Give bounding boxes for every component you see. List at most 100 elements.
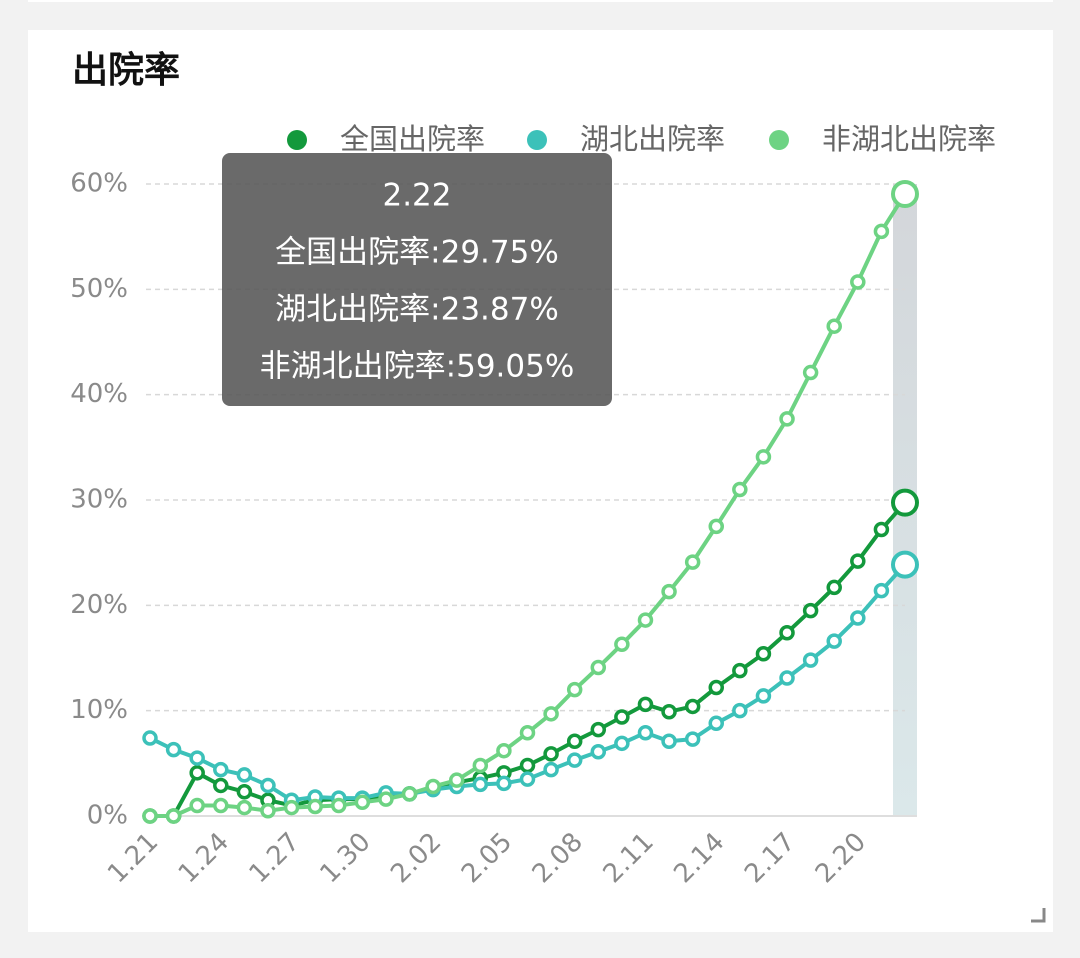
point [637, 725, 654, 741]
point [354, 794, 371, 811]
y-tick-label: 20% [70, 590, 128, 620]
point [755, 449, 772, 465]
point [425, 778, 441, 795]
point [496, 742, 512, 759]
point [236, 767, 253, 783]
y-tick-label: 30% [70, 485, 128, 515]
y-tick-label: 0% [87, 801, 128, 831]
point [802, 652, 819, 668]
point [732, 662, 748, 679]
point [661, 583, 677, 600]
point [637, 696, 654, 713]
tooltip-line: 湖北出院率:23.87% [275, 292, 559, 328]
point [755, 688, 772, 704]
point [684, 698, 701, 715]
point [260, 777, 276, 794]
legend-marker [769, 130, 789, 150]
point [614, 636, 630, 653]
resize-handle [1031, 908, 1046, 923]
point [260, 802, 276, 819]
point [519, 757, 536, 774]
tooltip-line: 全国出院率:29.75% [275, 235, 559, 271]
point [401, 786, 418, 802]
y-tick-label: 10% [70, 695, 128, 725]
point [189, 797, 205, 814]
point [684, 731, 701, 747]
point [566, 681, 583, 698]
point [519, 771, 536, 787]
point [873, 582, 890, 599]
point [213, 777, 229, 794]
point [543, 706, 559, 722]
point [543, 761, 559, 778]
point [590, 721, 607, 738]
point [236, 784, 253, 800]
point [891, 488, 919, 517]
legend-marker [527, 130, 547, 150]
point [732, 481, 748, 498]
point [779, 411, 795, 427]
point [826, 579, 842, 596]
series [142, 180, 919, 824]
legend-marker [287, 130, 307, 150]
point [236, 799, 253, 816]
point [873, 223, 890, 240]
point [165, 741, 182, 758]
chart-title: 出院率 [72, 50, 180, 91]
point [142, 808, 158, 824]
point [891, 180, 919, 209]
point [590, 659, 607, 676]
point [732, 702, 748, 719]
point [213, 797, 229, 814]
legend-label: 湖北出院率 [580, 122, 725, 156]
point [708, 715, 724, 732]
legend-label: 全国出院率 [340, 122, 485, 156]
point [614, 735, 630, 752]
point [448, 772, 465, 788]
point [472, 757, 489, 774]
point [283, 799, 300, 816]
point [779, 624, 795, 641]
point [543, 746, 559, 762]
point [873, 521, 890, 538]
point [637, 612, 654, 628]
point [708, 518, 724, 535]
point [566, 733, 583, 749]
legend-label: 非湖北出院率 [822, 122, 996, 156]
tooltip-title: 2.22 [382, 178, 451, 214]
point [519, 725, 536, 741]
point [472, 776, 489, 793]
point [891, 550, 919, 579]
point [779, 670, 795, 686]
tooltip-box [222, 153, 612, 406]
point [684, 554, 701, 570]
point [165, 808, 182, 824]
point [189, 750, 205, 766]
card-edge [28, 0, 1053, 2]
y-tick-label: 40% [70, 379, 128, 409]
point [307, 798, 323, 815]
point [850, 610, 866, 626]
point [614, 709, 630, 725]
y-tick-label: 60% [70, 169, 128, 199]
point [826, 633, 842, 649]
y-tick-label: 50% [70, 274, 128, 304]
point [496, 775, 512, 792]
point [850, 553, 866, 569]
point [826, 318, 842, 334]
point [213, 761, 229, 778]
point [590, 743, 607, 760]
point [661, 733, 677, 749]
tooltip-line: 非湖北出院率:59.05% [260, 349, 575, 385]
point [189, 765, 205, 781]
point [378, 791, 394, 807]
point [331, 797, 347, 814]
point [802, 602, 819, 619]
point [566, 752, 583, 768]
tooltip: 2.22 全国出院率:29.75% 湖北出院率:23.87% 非湖北出院率:59.05… [222, 153, 612, 406]
point [850, 274, 866, 290]
point [755, 646, 772, 662]
point [142, 730, 158, 746]
